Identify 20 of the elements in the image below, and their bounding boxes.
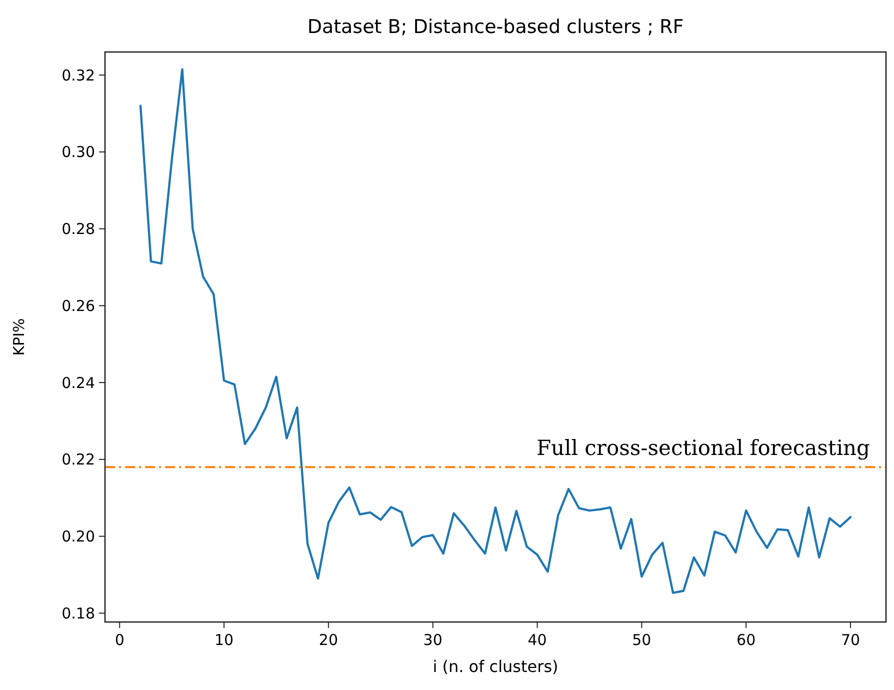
- y-tick-label: 0.24: [62, 374, 95, 392]
- y-tick-label: 0.26: [62, 296, 95, 315]
- x-tick-label: 20: [318, 631, 338, 649]
- y-tick-label: 0.18: [62, 604, 95, 622]
- x-tick-label: 50: [632, 631, 652, 649]
- x-axis-title: i (n. of clusters): [432, 657, 558, 676]
- y-tick-label: 0.32: [62, 66, 95, 84]
- y-tick-label: 0.20: [62, 528, 95, 546]
- x-tick-label: 0: [114, 631, 124, 649]
- y-tick-label: 0.28: [62, 220, 95, 238]
- y-tick-label: 0.22: [62, 450, 95, 469]
- x-tick-label: 70: [840, 631, 860, 649]
- x-tick-label: 10: [214, 631, 234, 649]
- x-tick-label: 30: [423, 631, 442, 649]
- ref-line-label: Full cross-sectional forecasting: [536, 436, 870, 460]
- y-axis-title: KPI%: [10, 318, 28, 356]
- x-tick-label: 40: [528, 631, 547, 649]
- chart-title: Dataset B; Distance-based clusters ; RF: [307, 16, 684, 38]
- y-tick-label: 0.30: [62, 143, 95, 162]
- x-tick-label: 60: [736, 631, 756, 649]
